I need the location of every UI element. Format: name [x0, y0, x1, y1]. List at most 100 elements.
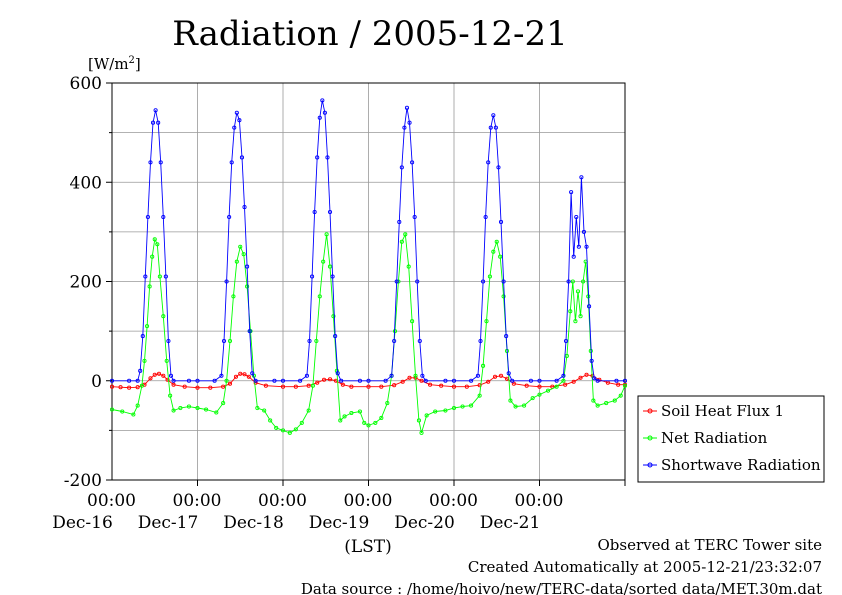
data-point — [342, 414, 347, 419]
data-point — [494, 239, 499, 244]
data-point — [255, 405, 260, 411]
data-point — [186, 378, 191, 383]
footer-source: Data source : /home/hoivo/new/TERC-data/… — [301, 580, 822, 595]
data-point — [327, 264, 333, 269]
data-point — [156, 120, 161, 125]
data-point — [510, 378, 515, 383]
data-point — [486, 160, 491, 165]
data-point — [402, 125, 407, 130]
data-point — [247, 329, 252, 334]
data-point — [245, 264, 250, 269]
y-axis-label: [W/m2] — [88, 55, 141, 73]
data-point — [392, 338, 397, 344]
data-point — [164, 358, 169, 363]
data-point — [397, 219, 402, 224]
data-point — [315, 380, 320, 385]
data-point — [420, 373, 425, 378]
data-point — [486, 379, 491, 384]
data-point — [152, 237, 157, 242]
data-point — [147, 284, 152, 289]
data-point — [392, 383, 397, 388]
data-point — [143, 274, 148, 279]
data-point — [321, 259, 326, 264]
y-axis-ticks: -200 0 200 400 600 — [64, 74, 112, 491]
data-point — [379, 384, 384, 389]
data-point — [109, 384, 115, 389]
data-point — [618, 393, 623, 398]
data-point — [492, 374, 498, 379]
data-point — [410, 319, 415, 324]
data-point — [496, 165, 501, 170]
data-point — [571, 379, 576, 384]
data-point — [317, 115, 322, 120]
data-point — [407, 120, 412, 125]
data-point — [481, 363, 486, 368]
data-point — [338, 418, 343, 423]
data-point — [219, 373, 224, 378]
data-point — [140, 334, 145, 339]
data-point — [530, 396, 535, 401]
data-point — [242, 372, 247, 377]
data-point — [584, 372, 589, 377]
data-point — [145, 324, 150, 329]
data-point — [166, 338, 171, 344]
data-point — [268, 418, 273, 423]
x-tick-date: Dec-21 — [480, 513, 541, 533]
data-point — [612, 398, 617, 403]
data-point — [581, 279, 586, 284]
data-point — [224, 279, 229, 284]
series-line — [111, 232, 626, 434]
data-point — [423, 378, 428, 383]
data-point — [428, 382, 433, 387]
legend-label: Net Radiation — [661, 429, 768, 447]
x-tick-time: 00:00 — [344, 491, 393, 511]
footer-created: Created Automatically at 2005-12-21/23:3… — [468, 558, 822, 576]
y-tick-label: 0 — [91, 372, 102, 392]
x-tick-time: 00:00 — [173, 491, 222, 511]
data-point — [165, 377, 170, 382]
data-point — [263, 383, 268, 388]
data-point — [234, 110, 239, 115]
data-point — [581, 229, 587, 234]
data-point — [407, 375, 412, 380]
data-point — [561, 373, 566, 378]
data-point — [554, 384, 559, 389]
data-point — [373, 420, 378, 425]
data-point — [153, 108, 158, 113]
data-point — [231, 294, 236, 299]
data-point — [157, 274, 162, 279]
legend: Soil Heat Flux 1 Net Radiation Shortwave R… — [637, 395, 825, 483]
data-point — [320, 98, 325, 103]
data-point — [498, 219, 504, 224]
data-point — [379, 415, 384, 421]
data-point — [232, 125, 237, 130]
data-point — [616, 382, 621, 387]
data-point — [591, 398, 596, 403]
data-point — [537, 378, 542, 383]
x-axis-label: (LST) — [344, 537, 392, 557]
legend-label: Soil Heat Flux 1 — [661, 402, 784, 420]
grid-lines — [112, 83, 625, 480]
data-point — [168, 373, 174, 378]
data-point — [399, 165, 404, 170]
data-point — [238, 244, 243, 249]
data-point — [385, 401, 390, 406]
x-tick-date: Dec-18 — [223, 513, 284, 533]
data-point — [604, 401, 609, 406]
data-point — [330, 274, 335, 279]
data-point — [135, 378, 140, 383]
data-point — [412, 214, 417, 220]
data-point — [415, 279, 420, 284]
data-point — [208, 385, 213, 390]
series-layer — [109, 98, 628, 435]
data-point — [312, 209, 317, 215]
data-point — [171, 382, 176, 387]
series-net-radiation — [109, 232, 628, 435]
data-point — [595, 378, 600, 383]
data-point — [307, 338, 312, 344]
data-point — [537, 384, 542, 389]
data-point — [587, 304, 592, 309]
chart-title: Radiation / 2005-12-21 — [172, 14, 568, 54]
data-point — [186, 404, 191, 409]
data-point — [483, 214, 488, 220]
